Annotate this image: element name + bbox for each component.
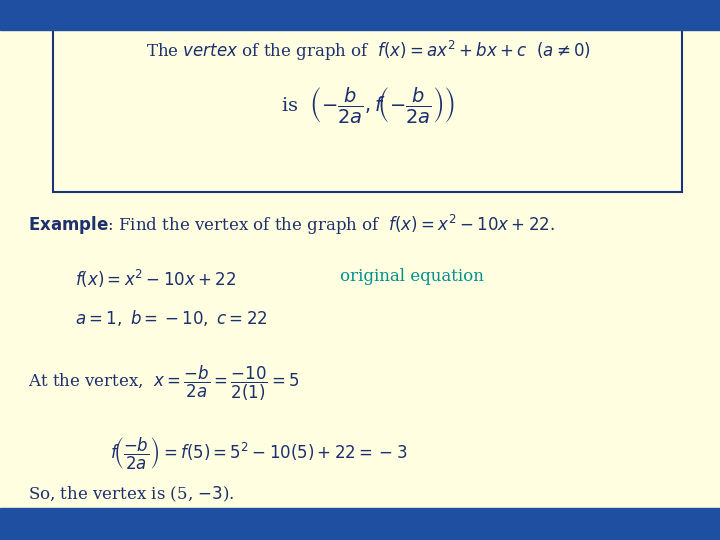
Text: $f(x)=x^2-10x+22$: $f(x)=x^2-10x+22$ (75, 267, 236, 289)
Text: Copyright © by Houghton Mifflin Company, Inc. All rights reserved.: Copyright © by Houghton Mifflin Company,… (11, 518, 395, 529)
Text: original equation: original equation (340, 267, 484, 285)
Text: At the vertex,  $x=\dfrac{-b}{2a}=\dfrac{-10}{2(1)}=5$: At the vertex, $x=\dfrac{-b}{2a}=\dfrac{… (28, 363, 300, 403)
Text: is  $\left(-\dfrac{b}{2a},f\!\left(-\dfrac{b}{2a}\right)\right)$: is $\left(-\dfrac{b}{2a},f\!\left(-\dfra… (281, 85, 455, 125)
FancyBboxPatch shape (53, 16, 682, 192)
Text: $a=1,\ b=-10,\ c=22$: $a=1,\ b=-10,\ c=22$ (75, 308, 268, 328)
Text: 9: 9 (701, 517, 709, 531)
Text: The $\mathit{vertex}$ of the graph of  $f(x)=ax^2+bx+c$  $(a\neq 0)$: The $\mathit{vertex}$ of the graph of $f… (145, 39, 590, 63)
Text: So, the vertex is (5, $-3$).: So, the vertex is (5, $-3$). (28, 485, 234, 504)
Text: $\mathbf{Example}$: Find the vertex of the graph of  $f(x)=x^2-10x+22.$: $\mathbf{Example}$: Find the vertex of t… (28, 213, 554, 237)
Text: $f\!\left(\dfrac{-b}{2a}\right)=f(5)=5^2-10(5)+22=-3$: $f\!\left(\dfrac{-b}{2a}\right)=f(5)=5^2… (110, 436, 408, 472)
